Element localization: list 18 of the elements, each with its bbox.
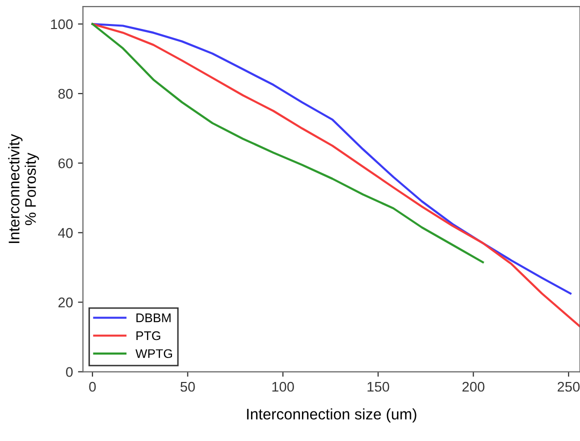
y-tick-label: 40 bbox=[58, 228, 73, 238]
x-tick-label: 0 bbox=[89, 382, 96, 392]
legend-label: PTG bbox=[136, 331, 160, 340]
x-tick-label: 250 bbox=[558, 382, 580, 392]
x-tick-label: 100 bbox=[272, 382, 294, 392]
y-tick-label: 100 bbox=[51, 19, 73, 30]
x-axis-title: Interconnection size (um) bbox=[247, 408, 416, 423]
x-tick-label: 200 bbox=[462, 382, 484, 392]
y-tick-label: 20 bbox=[58, 298, 73, 308]
legend-label: DBBM bbox=[136, 314, 171, 322]
y-tick-label: 60 bbox=[58, 158, 73, 168]
x-tick-label: 50 bbox=[180, 382, 195, 392]
x-tick-label: 150 bbox=[368, 382, 390, 392]
legend-label: WPTG bbox=[135, 349, 172, 358]
y-tick-label: 80 bbox=[58, 88, 73, 99]
y-axis-title: Interconnectivity % Porosity bbox=[8, 134, 39, 243]
line-series bbox=[91, 22, 484, 264]
y-tick-label: 0 bbox=[66, 367, 73, 377]
